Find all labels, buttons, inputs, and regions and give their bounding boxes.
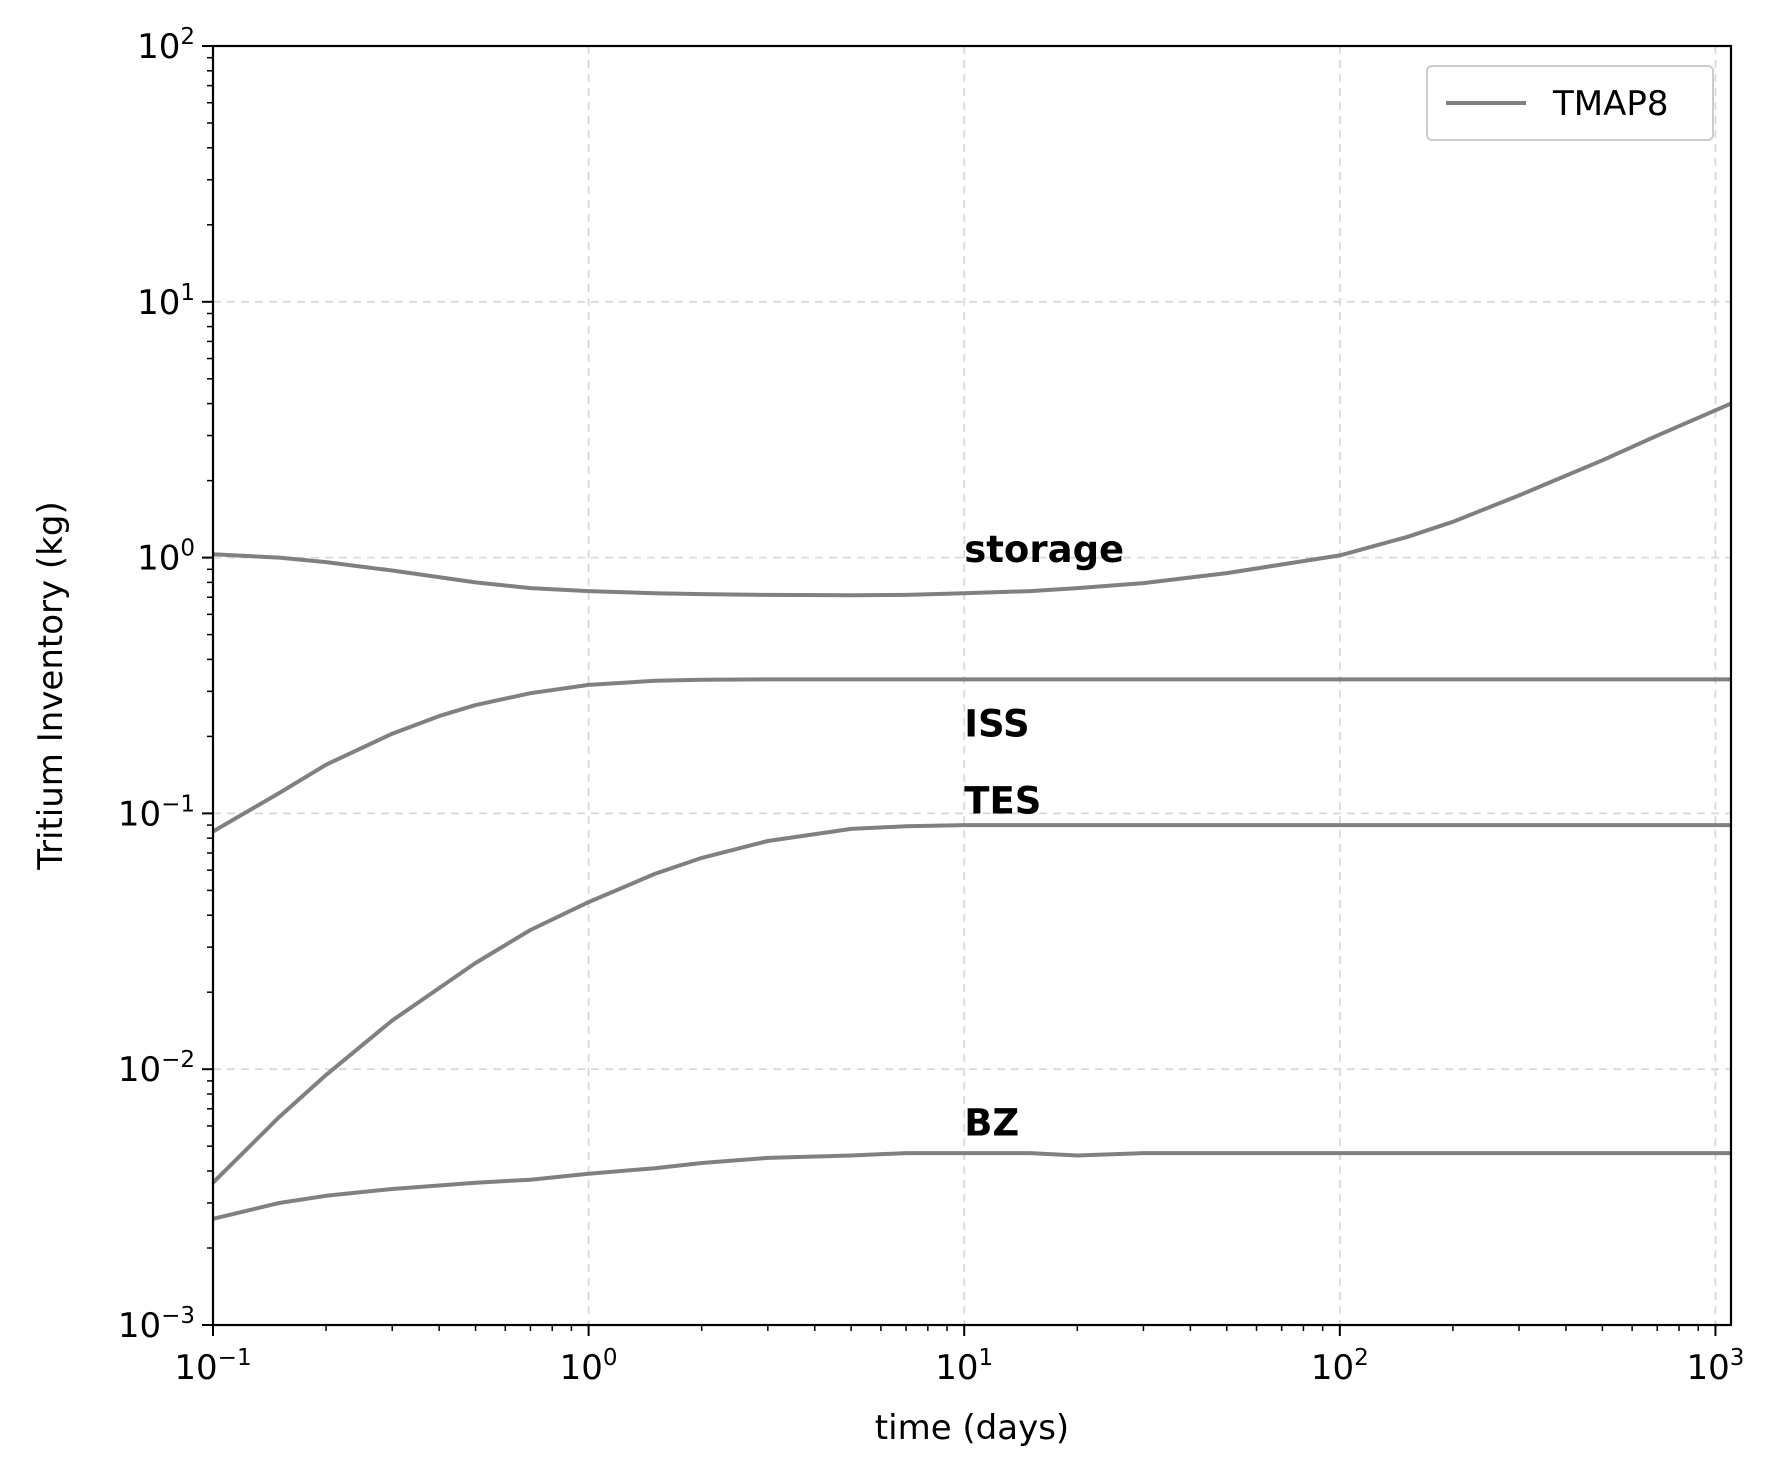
x-axis-title: time (days) (875, 1408, 1069, 1448)
x-tick-label: 103 (1686, 1345, 1744, 1388)
grid (213, 46, 1731, 1325)
series-group (211, 401, 1732, 1221)
x-tick-label: 10−1 (174, 1345, 251, 1388)
series-annotations: storage ISS TES BZ (964, 528, 1124, 1144)
legend: TMAP8 (1426, 65, 1714, 141)
y-tick-label: 10−2 (118, 1047, 195, 1090)
series-label-storage: storage (964, 528, 1124, 571)
series-line-tes (211, 823, 1731, 1185)
y-tick-label: 10−1 (118, 791, 195, 834)
series-label-tes: TES (964, 779, 1041, 822)
legend-label-tmap8: TMAP8 (1552, 84, 1669, 124)
legend-box (1426, 65, 1714, 141)
x-tick-label: 100 (560, 1345, 618, 1388)
series-line-storage (212, 401, 1732, 598)
y-tick-label: 102 (137, 24, 195, 67)
y-tick-label: 10−3 (118, 1303, 195, 1346)
x-tick-label: 102 (1311, 1345, 1369, 1388)
x-tick-label: 101 (935, 1345, 993, 1388)
series-label-bz: BZ (964, 1102, 1019, 1145)
y-tick-label: 101 (137, 280, 195, 323)
y-tick-label: 100 (137, 536, 195, 579)
series-label-iss: ISS (964, 702, 1029, 745)
major-ticks: 10−1 100 101 102 103 10−3 10−2 10−1 100 101 102 (118, 24, 1745, 1388)
plot-frame (211, 44, 1733, 1327)
series-line-bz (212, 1151, 1731, 1221)
series-line-iss (211, 677, 1731, 834)
y-axis-title: Tritium Inventory (kg) (31, 501, 71, 870)
